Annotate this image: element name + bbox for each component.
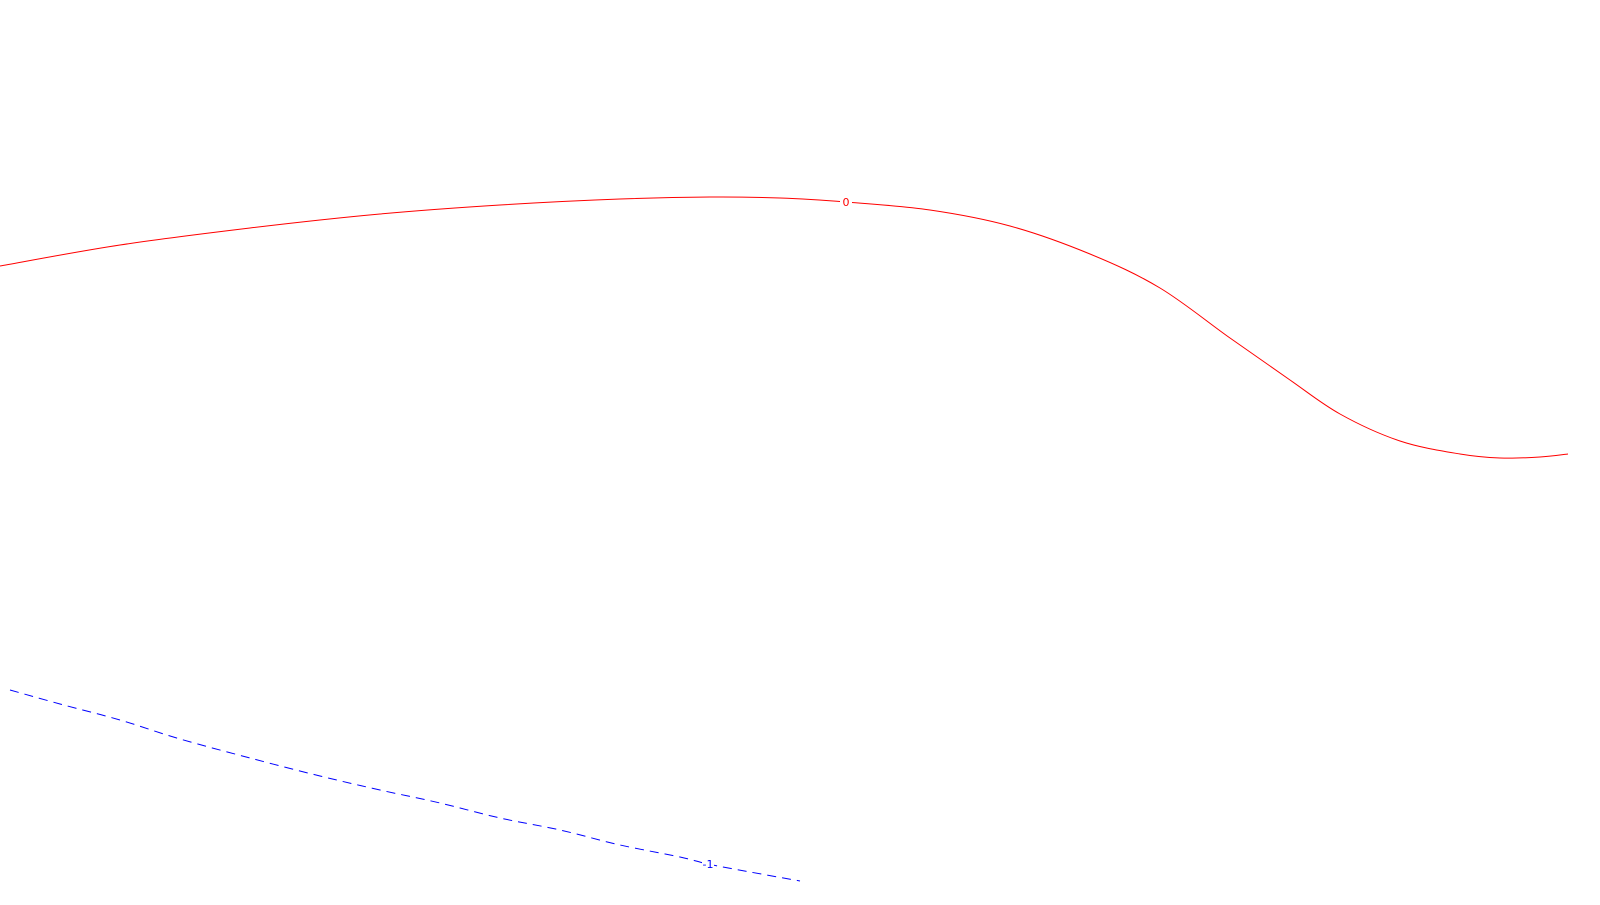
contour-line-0 [0, 196, 1569, 459]
contour-series-0: 0 [0, 196, 1569, 459]
contour-line-1 [9, 689, 801, 882]
series-layer: 0 -1 [0, 196, 1569, 882]
contour-label-0: 0 [843, 196, 850, 209]
contour-label-1: -1 [703, 858, 714, 871]
contour-label-bg-1 [702, 858, 714, 870]
contour-series-1: -1 [9, 689, 801, 882]
contour-label-bg-0 [840, 196, 852, 208]
